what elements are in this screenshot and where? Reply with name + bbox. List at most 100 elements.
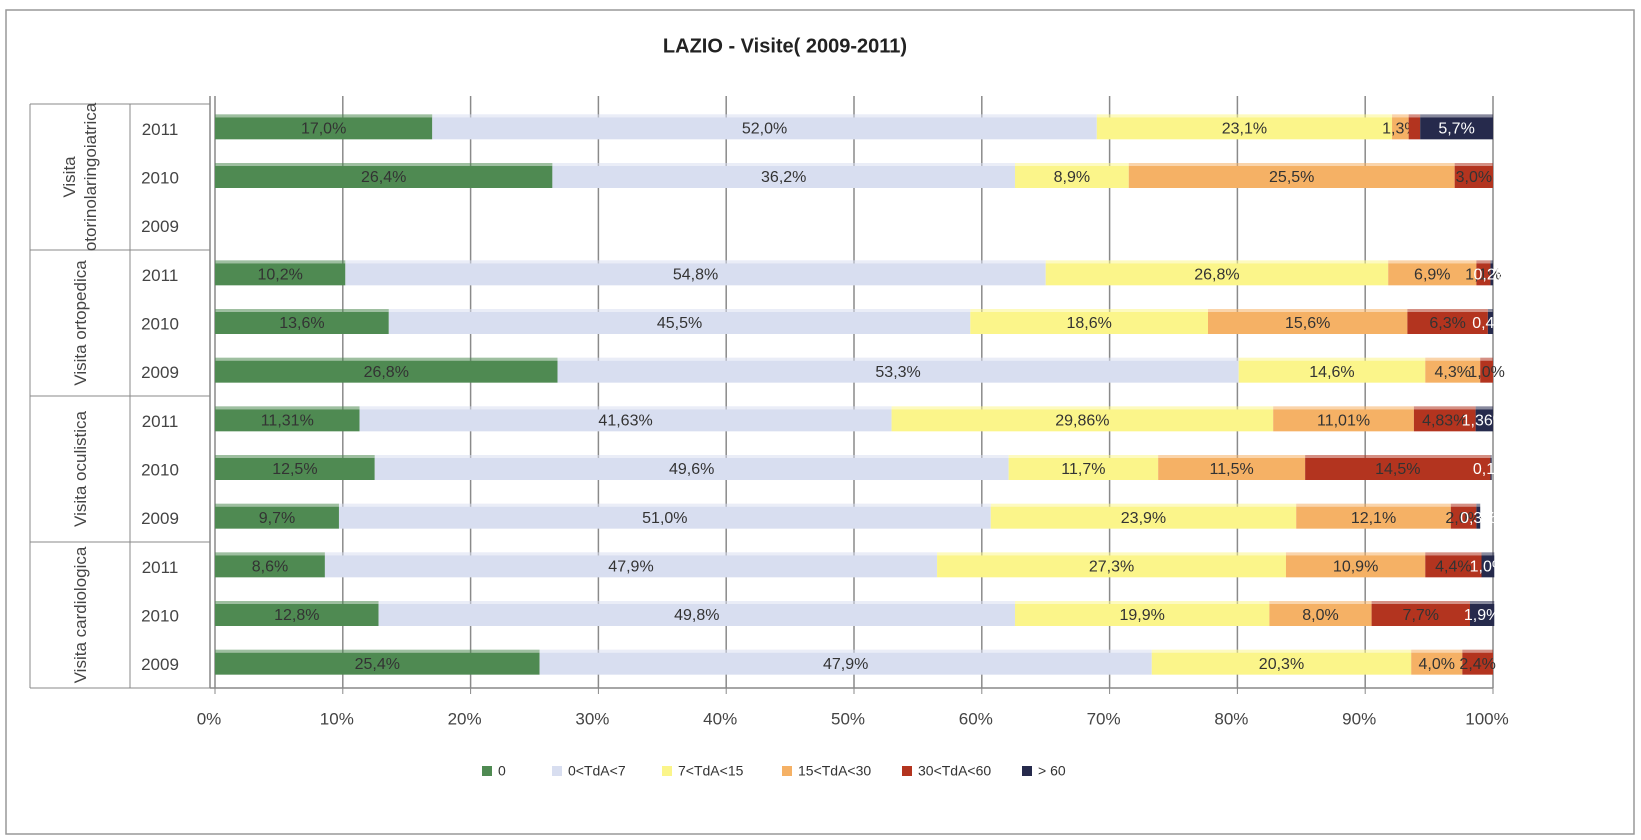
data-label: 15,6% bbox=[1285, 315, 1330, 332]
data-label: 47,9% bbox=[823, 656, 868, 673]
data-label: 1,0% bbox=[1468, 364, 1504, 381]
legend-label: 0 bbox=[498, 763, 506, 779]
bar-segment bbox=[1096, 117, 1393, 140]
bar-top bbox=[970, 309, 1209, 312]
bar-top bbox=[539, 649, 1152, 653]
bar-top bbox=[215, 163, 553, 166]
data-label: 14,5% bbox=[1375, 461, 1420, 478]
bar-segment bbox=[1128, 166, 1455, 188]
bar-top bbox=[1481, 552, 1495, 556]
data-label: 14,6% bbox=[1309, 364, 1354, 381]
data-label: 25,4% bbox=[355, 656, 400, 673]
bar-segment bbox=[1238, 360, 1426, 383]
bar-top bbox=[1454, 163, 1493, 166]
legend-label: 15<TdA<30 bbox=[798, 763, 871, 779]
bar-segment bbox=[1469, 604, 1495, 626]
bar-top bbox=[1128, 163, 1455, 166]
bar-top bbox=[215, 406, 360, 410]
bar-segment bbox=[215, 409, 360, 432]
bar-segment bbox=[1450, 506, 1477, 529]
bar-top bbox=[1480, 357, 1493, 361]
data-label: 4,4% bbox=[1435, 559, 1471, 576]
bar-top bbox=[1158, 455, 1306, 458]
y-tick-label: 2010 bbox=[141, 314, 179, 333]
bar-segment bbox=[338, 506, 991, 529]
data-label: 12,8% bbox=[274, 607, 319, 624]
data-label: 54,8% bbox=[673, 267, 718, 284]
data-label: 8,9% bbox=[1054, 169, 1090, 186]
data-label: 36,2% bbox=[761, 169, 806, 186]
data-label: 9,7% bbox=[259, 510, 295, 527]
x-tick-label: 80% bbox=[1214, 709, 1248, 728]
legend-label: 30<TdA<60 bbox=[918, 763, 991, 779]
data-label: 19,9% bbox=[1120, 607, 1165, 624]
bar-segment bbox=[1454, 166, 1493, 188]
bar-segment bbox=[1388, 263, 1477, 286]
bar-segment bbox=[1008, 458, 1159, 480]
bar-top bbox=[1425, 357, 1481, 361]
bar-top bbox=[1371, 601, 1470, 604]
bar-top bbox=[1413, 406, 1476, 410]
bar-top bbox=[1450, 503, 1477, 507]
data-label: 45,5% bbox=[657, 315, 702, 332]
data-label: 20,3% bbox=[1259, 656, 1304, 673]
bar-top bbox=[1015, 601, 1270, 604]
data-label: 6,3% bbox=[1429, 315, 1465, 332]
data-label: 25,5% bbox=[1269, 169, 1314, 186]
data-label: 53,3% bbox=[875, 364, 920, 381]
bar-top bbox=[552, 163, 1016, 166]
bar-segment bbox=[1371, 604, 1470, 626]
bar-top bbox=[1407, 309, 1488, 312]
bar-top bbox=[1045, 260, 1389, 264]
bar-segment bbox=[1151, 652, 1412, 675]
bar-top bbox=[345, 260, 1046, 264]
bar-segment bbox=[1296, 506, 1451, 529]
bar-top bbox=[359, 406, 892, 410]
bar-segment bbox=[1407, 312, 1488, 334]
bar-segment bbox=[432, 117, 1097, 140]
bar-segment bbox=[1285, 555, 1426, 578]
bar-top bbox=[1462, 649, 1493, 653]
data-label: 27,3% bbox=[1089, 559, 1134, 576]
data-label: 5,7% bbox=[1438, 121, 1474, 138]
bar-segment bbox=[215, 652, 540, 675]
bar-top bbox=[1273, 406, 1414, 410]
data-label: 0,3% bbox=[1460, 510, 1496, 527]
x-tick-label: 100% bbox=[1465, 709, 1508, 728]
bar-segment bbox=[215, 555, 325, 578]
y-tick-label: 2011 bbox=[142, 558, 179, 577]
legend-label: 0<TdA<7 bbox=[568, 763, 626, 779]
data-label: 23,1% bbox=[1222, 121, 1267, 138]
legend-swatch bbox=[552, 766, 562, 776]
bar-segment bbox=[1425, 555, 1482, 578]
y-tick-label: 2011 bbox=[142, 412, 179, 431]
x-tick-label: 20% bbox=[448, 709, 482, 728]
bar-segment bbox=[1413, 409, 1476, 432]
bar-segment bbox=[1487, 312, 1493, 334]
bar-segment bbox=[215, 166, 553, 188]
bar-top bbox=[1388, 260, 1477, 264]
data-label: 8,6% bbox=[252, 559, 288, 576]
bar-top bbox=[1476, 503, 1481, 507]
bar-top bbox=[1469, 601, 1495, 604]
bar-segment bbox=[1490, 263, 1493, 286]
bar-top bbox=[432, 114, 1097, 118]
data-label: 8,0% bbox=[1302, 607, 1338, 624]
legend-swatch bbox=[1022, 766, 1032, 776]
bar-segment bbox=[1475, 409, 1493, 432]
bar-segment bbox=[374, 458, 1009, 480]
bar-top bbox=[1096, 114, 1393, 118]
bar-segment bbox=[215, 263, 346, 286]
bar-segment bbox=[359, 409, 892, 432]
bar-top bbox=[374, 455, 1009, 458]
y-tick-label: 2011 bbox=[142, 120, 179, 139]
bar-top bbox=[557, 357, 1239, 361]
data-label: 6,9% bbox=[1414, 267, 1450, 284]
data-label: 1,36% bbox=[1462, 413, 1507, 430]
bar-top bbox=[1420, 114, 1493, 118]
bar-segment bbox=[1408, 117, 1421, 140]
bar-segment bbox=[1392, 117, 1409, 140]
bar-segment bbox=[1462, 652, 1493, 675]
data-label: 41,63% bbox=[598, 413, 652, 430]
